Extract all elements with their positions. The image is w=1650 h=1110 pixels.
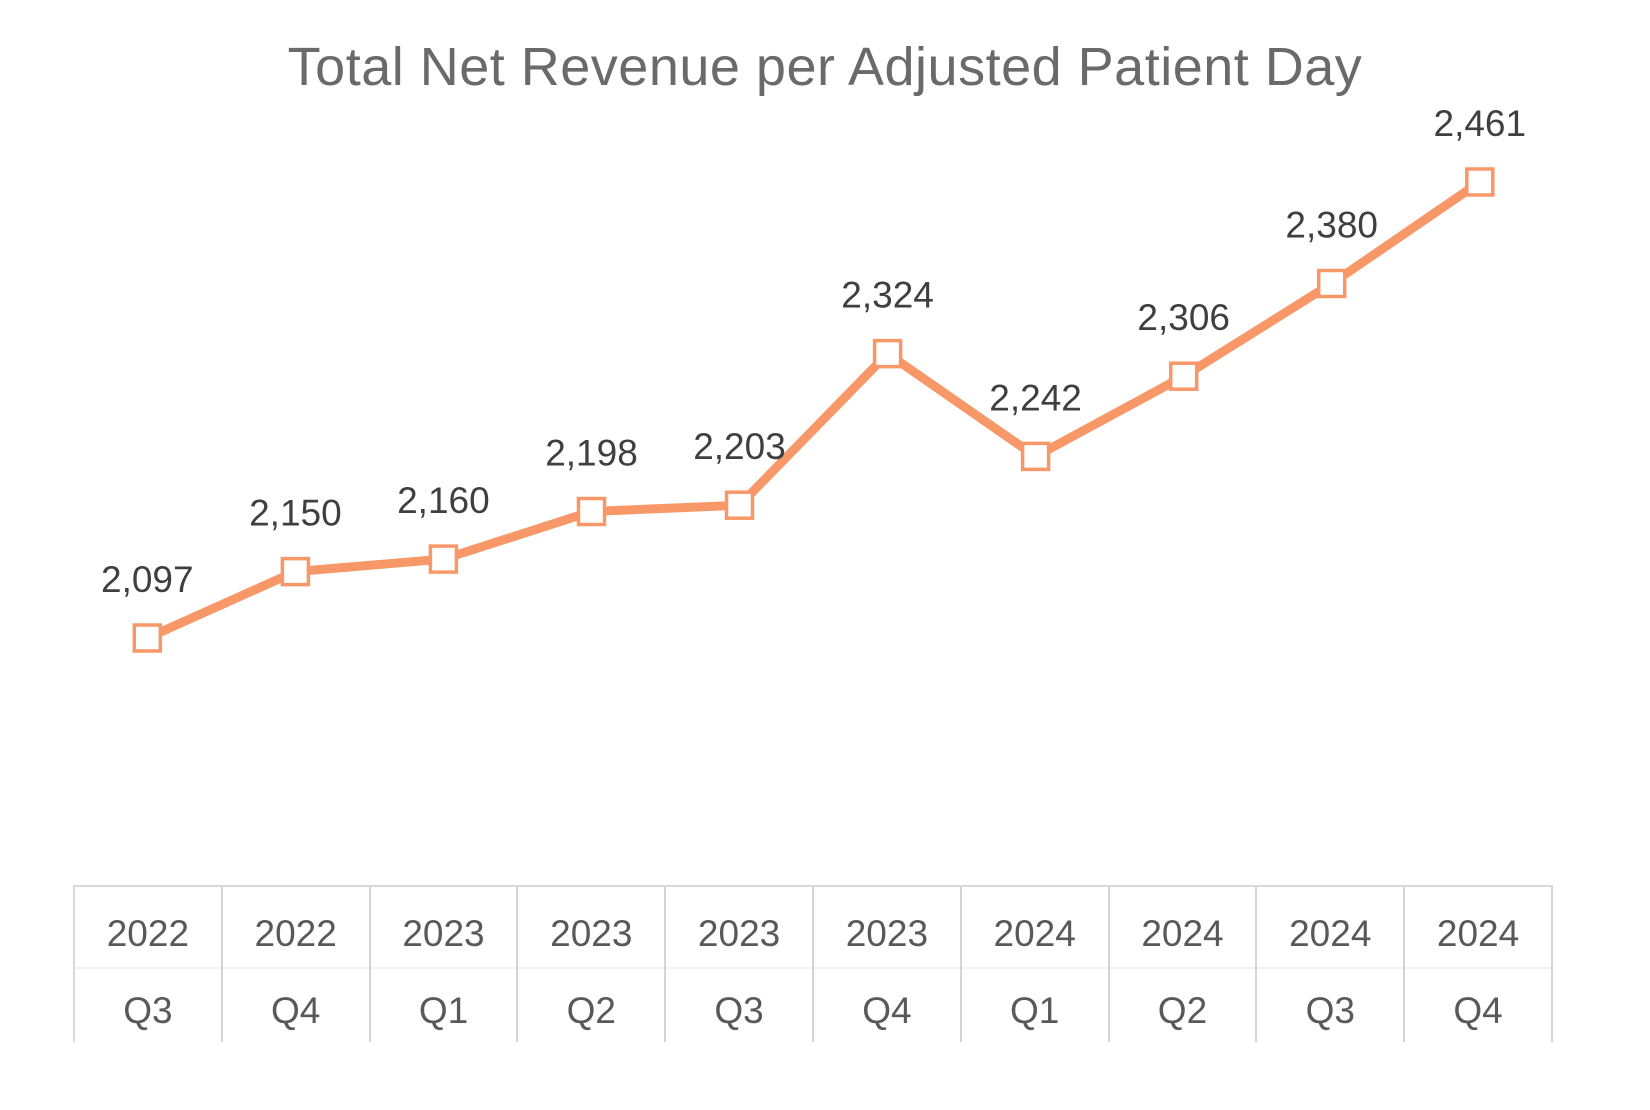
data-point-label: 2,097 xyxy=(101,559,194,600)
axis-quarter-label: Q1 xyxy=(1010,990,1060,1031)
data-point-marker xyxy=(428,544,459,574)
axis-year-label: 2023 xyxy=(518,887,665,969)
data-point-label: 2,461 xyxy=(1434,103,1527,144)
axis-column: 2022 Q3 xyxy=(75,887,223,1042)
axis-year-label: 2024 xyxy=(1257,887,1404,969)
axis-column: 2024 Q3 xyxy=(1257,887,1406,1042)
data-point-marker xyxy=(576,496,607,527)
axis-column: 2022 Q4 xyxy=(222,887,371,1042)
axis-column: 2024 Q2 xyxy=(1109,887,1258,1042)
axis-quarter-label: Q3 xyxy=(714,990,764,1031)
data-point-marker xyxy=(1020,441,1051,472)
axis-quarter-label: Q2 xyxy=(566,990,616,1031)
data-point-label: 2,198 xyxy=(545,433,638,474)
axis-column: 2023 Q2 xyxy=(518,887,667,1042)
axis-column: 2024 Q1 xyxy=(961,887,1110,1042)
chart-title: Total Net Revenue per Adjusted Patient D… xyxy=(287,37,1363,97)
axis-year-label: 2022 xyxy=(75,887,221,969)
data-point-marker xyxy=(280,556,311,587)
axis-quarter-label: Q2 xyxy=(1157,990,1208,1031)
axis-year-label: 2023 xyxy=(666,887,812,969)
data-point-marker xyxy=(1168,361,1199,391)
axis-year-label: 2022 xyxy=(222,887,369,969)
axis-quarter-label: Q3 xyxy=(1305,990,1355,1031)
axis-year-label: 2024 xyxy=(1109,887,1256,969)
axis-column: 2024 Q4 xyxy=(1405,887,1553,1042)
axis-quarter-label: Q4 xyxy=(271,990,321,1031)
data-point-marker xyxy=(1465,167,1495,197)
axis-quarter-label: Q3 xyxy=(123,990,173,1031)
x-axis-category-table: 2022 Q3 2022 Q4 2023 Q1 2023 Q2 2023 Q3 2023 Q4 2024… xyxy=(73,885,1553,1042)
axis-column: 2023 Q4 xyxy=(813,887,962,1042)
axis-quarter-label: Q4 xyxy=(862,990,912,1031)
axis-year-label: 2024 xyxy=(961,887,1108,969)
data-point-marker xyxy=(724,490,755,520)
data-point-marker xyxy=(132,623,163,653)
axis-quarter-label: Q4 xyxy=(1453,990,1503,1031)
data-point-label: 2,324 xyxy=(841,275,934,316)
data-point-label: 2,203 xyxy=(693,426,786,467)
data-point-label: 2,380 xyxy=(1285,205,1378,246)
axis-year-label: 2024 xyxy=(1405,887,1551,969)
data-point-label: 2,242 xyxy=(989,377,1082,418)
data-point-marker xyxy=(1316,268,1347,299)
data-point-label: 2,160 xyxy=(397,480,490,521)
axis-year-label: 2023 xyxy=(370,887,517,969)
data-point-label: 2,150 xyxy=(249,493,342,534)
data-point-label: 2,306 xyxy=(1137,297,1230,338)
axis-column: 2023 Q1 xyxy=(370,887,519,1042)
data-point-marker xyxy=(872,338,903,369)
series-line xyxy=(142,177,1485,643)
axis-year-label: 2023 xyxy=(813,887,960,969)
axis-column: 2023 Q3 xyxy=(666,887,814,1042)
axis-quarter-label: Q1 xyxy=(418,990,469,1031)
